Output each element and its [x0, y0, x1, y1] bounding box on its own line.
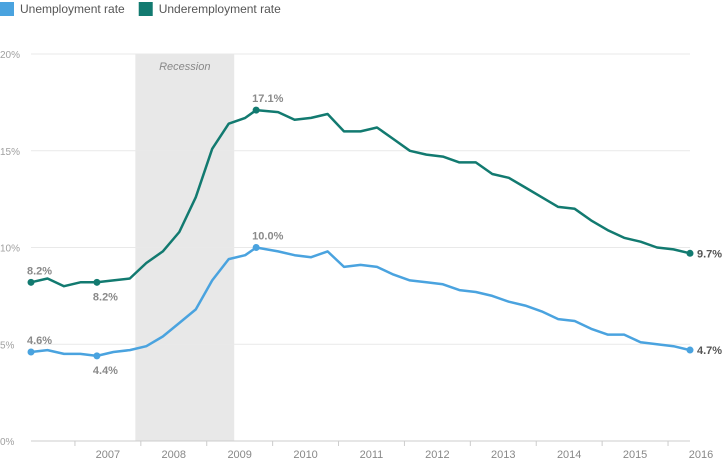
legend: Unemployment rate Underemployment rate — [0, 2, 281, 16]
unemployment-value-label: 10.0% — [252, 231, 283, 243]
x-tick-label: 2011 — [360, 449, 384, 459]
x-tick-label: 2015 — [623, 449, 647, 459]
x-tick-label: 2009 — [227, 449, 251, 459]
underemployment-line — [29, 108, 692, 288]
y-axis: 0% 5% 10% 15% 20% — [0, 50, 20, 448]
unemployment-value-label: 4.6% — [27, 335, 52, 347]
legend-label: Unemployment rate — [20, 2, 125, 16]
underemployment-marker — [93, 278, 101, 286]
y-tick-label: 5% — [0, 340, 15, 351]
x-axis: 2007 2008 2009 2010 2011 2012 2013 2014 2015 2016 — [31, 440, 713, 459]
x-tick-label: 2013 — [491, 449, 515, 459]
unemployment-marker — [93, 352, 101, 360]
underemployment-marker — [27, 278, 35, 286]
legend-label: Underemployment rate — [159, 2, 281, 16]
x-tick-label: 2014 — [557, 449, 581, 459]
underemployment-value-label: 8.2% — [27, 265, 52, 277]
x-tick-label: 2008 — [162, 449, 186, 459]
unemployment-value-label: 4.4% — [93, 365, 118, 377]
y-tick-label: 0% — [0, 437, 15, 448]
x-tick-label: 2010 — [293, 449, 317, 459]
underemployment-value-label: 9.7% — [697, 248, 722, 260]
y-gridlines — [31, 53, 690, 442]
y-tick-label: 15% — [0, 147, 20, 158]
unemployment-marker — [27, 348, 35, 356]
unemployment-marker — [686, 346, 694, 354]
underemployment-marker — [252, 106, 260, 114]
y-tick-label: 10% — [0, 244, 20, 255]
underemployment-marker — [686, 249, 694, 257]
x-tick-label: 2012 — [425, 449, 449, 459]
legend-swatch — [0, 2, 14, 16]
recession-label: Recession — [159, 61, 210, 73]
series-layer — [29, 108, 692, 358]
x-tick-label: 2016 — [689, 449, 713, 459]
unemployment-value-label: 4.7% — [697, 345, 722, 357]
annotation-layer: 4.6% 4.4% 10.0% 4.7% 8.2% 8.2% 17.1% 9.7% — [27, 93, 722, 377]
underemployment-value-label: 8.2% — [93, 291, 118, 303]
unemployment-marker — [252, 244, 260, 251]
legend-swatch — [138, 2, 153, 16]
unemployment-line — [29, 246, 692, 358]
x-tick-label: 2007 — [96, 449, 120, 459]
y-tick-label: 20% — [0, 50, 20, 61]
underemployment-value-label: 17.1% — [252, 93, 283, 105]
